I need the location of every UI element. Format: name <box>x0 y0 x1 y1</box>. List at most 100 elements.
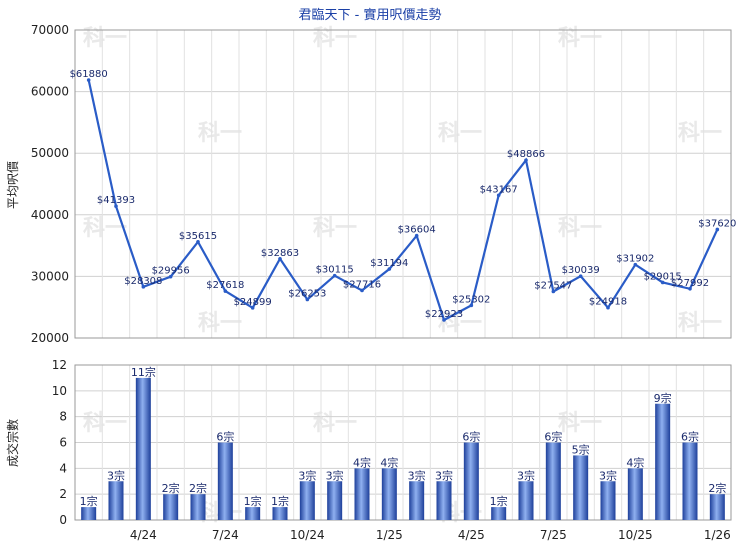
volume-bar <box>190 494 206 520</box>
price-data-label: $27992 <box>671 278 709 289</box>
watermark-text: 科一 <box>678 311 722 336</box>
volume-bar <box>682 442 698 520</box>
volume-bar <box>709 494 725 520</box>
volume-y-tick-label: 4 <box>59 461 67 475</box>
volume-bar <box>245 507 261 520</box>
price-data-label: $31194 <box>370 258 408 269</box>
volume-data-label: 5宗 <box>572 442 590 456</box>
price-data-label: $24918 <box>589 297 627 308</box>
price-point <box>86 78 91 82</box>
volume-bar <box>81 507 97 520</box>
volume-bar <box>655 403 671 520</box>
x-tick-label: 1/25 <box>376 528 403 542</box>
price-point <box>660 280 665 285</box>
price-point <box>442 318 446 322</box>
watermark-text: 科一 <box>678 121 722 146</box>
price-y-tick-label: 50000 <box>31 146 69 160</box>
volume-y-tick-label: 2 <box>59 487 67 501</box>
volume-bar <box>573 455 589 520</box>
volume-bar <box>381 468 397 520</box>
volume-y-tick-label: 12 <box>52 358 67 372</box>
price-point <box>414 233 419 238</box>
price-data-label: $35615 <box>179 231 217 242</box>
price-data-label: $29956 <box>152 266 190 277</box>
volume-bar <box>163 494 179 520</box>
volume-data-label: 6宗 <box>462 430 480 444</box>
x-tick-label: 7/24 <box>212 528 239 542</box>
volume-chart-axis: 0 2 4 6 8 10 12 4/24 7/24 10/24 1/25 4/25 7/25 10/25 1… <box>52 358 732 542</box>
volume-bar <box>518 481 534 520</box>
price-chart-grid <box>74 29 732 339</box>
price-data-label: $30115 <box>316 265 354 276</box>
volume-data-label: 3宗 <box>435 468 453 482</box>
volume-y-tick-label: 8 <box>59 410 67 424</box>
volume-data-label: 3宗 <box>326 468 344 482</box>
price-data-label: $27716 <box>343 279 381 290</box>
price-line <box>87 79 719 322</box>
x-tick-label: 10/24 <box>290 528 325 542</box>
volume-data-label: 3宗 <box>517 468 535 482</box>
volume-plot-frame <box>74 364 732 521</box>
price-data-label: $26253 <box>288 288 326 299</box>
volume-bar <box>272 507 288 520</box>
watermark-text: 科一 <box>198 311 242 336</box>
x-tick-label: 4/24 <box>130 528 157 542</box>
volume-data-label: 1宗 <box>271 494 289 508</box>
watermark-text: 科一 <box>438 311 482 336</box>
price-y-tick-label: 40000 <box>31 208 69 222</box>
price-point <box>469 303 474 308</box>
watermark-text: 科一 <box>83 411 127 436</box>
volume-data-label: 1宗 <box>80 494 98 508</box>
price-point <box>114 204 118 209</box>
volume-bar <box>463 442 479 520</box>
price-data-label: $32863 <box>261 248 299 259</box>
price-data-label: $43167 <box>480 184 518 195</box>
price-line-series: $61880 $41393 $28308$29956 $35615 $27618 $248… <box>70 69 736 322</box>
price-point <box>223 289 228 293</box>
x-tick-label: 7/25 <box>540 528 567 542</box>
volume-bar <box>627 468 643 520</box>
volume-y-axis-label: 成交宗數 <box>5 419 20 467</box>
price-data-label: $29015 <box>644 271 682 282</box>
price-data-label: $37620 <box>698 218 736 229</box>
price-chart-axis: 20000 30000 40000 50000 60000 70000 <box>31 23 732 345</box>
price-y-tick-label: 20000 <box>31 331 69 345</box>
volume-data-label: 4宗 <box>353 455 371 469</box>
price-point <box>715 227 720 232</box>
volume-bar <box>217 442 233 520</box>
volume-data-label: 2宗 <box>189 481 207 495</box>
price-point <box>633 262 638 267</box>
volume-data-label: 3宗 <box>298 468 316 482</box>
price-point <box>524 158 528 162</box>
volume-bar <box>600 481 616 520</box>
volume-y-tick-label: 0 <box>59 513 67 527</box>
price-point <box>551 289 556 294</box>
volume-data-label: 3宗 <box>107 468 125 482</box>
price-point <box>387 267 392 271</box>
volume-bar <box>491 507 507 520</box>
price-data-label: $22923 <box>425 309 463 320</box>
volume-bar <box>354 468 370 520</box>
price-point <box>578 274 583 278</box>
volume-data-label: 6宗 <box>216 430 234 444</box>
chart-title: 君臨天下 - 實用呎價走勢 <box>299 7 442 23</box>
price-point <box>278 256 282 261</box>
price-data-label: $31902 <box>616 254 654 265</box>
price-data-label: $27618 <box>206 280 244 291</box>
price-data-label: $41393 <box>97 195 135 206</box>
volume-data-label: 1宗 <box>244 494 262 508</box>
watermark-text: 科一 <box>313 216 357 241</box>
price-y-tick-label: 30000 <box>31 269 69 283</box>
volume-bar <box>409 481 425 520</box>
volume-bar <box>327 481 343 520</box>
watermark-text: 科一 <box>558 216 602 241</box>
volume-data-label: 4宗 <box>380 455 398 469</box>
price-data-label: $25302 <box>452 294 490 305</box>
volume-data-label: 4宗 <box>626 455 644 469</box>
price-data-label: $36604 <box>398 225 436 236</box>
watermark-text: 科一 <box>438 121 482 146</box>
volume-bar <box>545 442 561 520</box>
volume-bar <box>135 377 151 520</box>
price-data-label: $24899 <box>234 297 272 308</box>
x-tick-label: 1/26 <box>704 528 731 542</box>
